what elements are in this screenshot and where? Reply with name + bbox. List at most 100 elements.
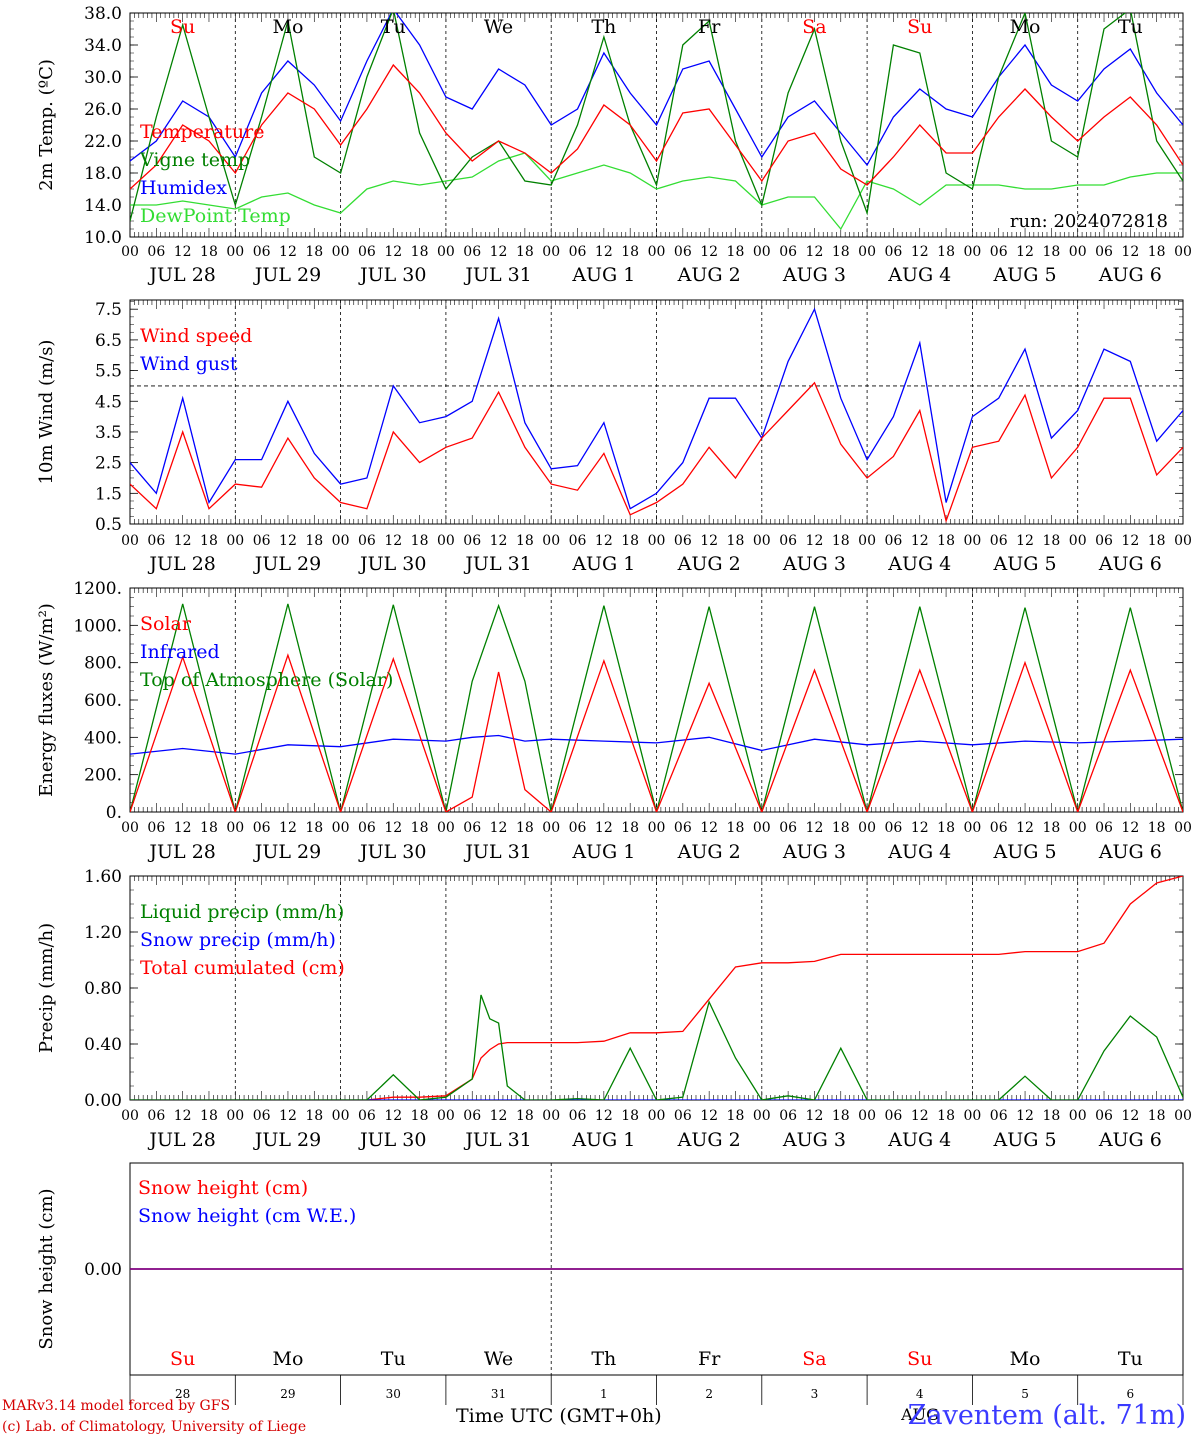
hour-label: 18	[200, 1108, 218, 1124]
hour-label: 12	[1016, 244, 1034, 260]
weekday-label-top: Tu	[1118, 16, 1143, 38]
y-tick-label: 2.5	[95, 454, 122, 474]
weekday-label-top: Tu	[381, 16, 406, 38]
hour-label: 00	[858, 820, 876, 836]
y-tick-label: 1.5	[95, 484, 122, 504]
hour-label: 06	[147, 533, 165, 549]
hour-label: 00	[121, 1108, 139, 1124]
hour-label: 12	[911, 1108, 929, 1124]
hour-label: 00	[437, 244, 455, 260]
hour-label: 06	[358, 1108, 376, 1124]
y-tick-label: 0.40	[84, 1035, 122, 1055]
hour-label: 18	[937, 533, 955, 549]
hour-label: 00	[1069, 1108, 1087, 1124]
hour-label: 06	[1095, 820, 1113, 836]
y-axis-title: Snow height (cm)	[36, 1188, 57, 1349]
hour-label: 00	[858, 1108, 876, 1124]
weekday-label-bottom: Fr	[698, 1348, 721, 1370]
hour-label: 06	[358, 533, 376, 549]
hour-label: 00	[753, 244, 771, 260]
y-tick-label: 5.5	[95, 362, 122, 382]
hour-label: 06	[674, 820, 692, 836]
day-number-label: 30	[386, 1387, 401, 1401]
hour-label: 12	[1121, 1108, 1139, 1124]
hour-label: 06	[1095, 244, 1113, 260]
day-number-label: 3	[811, 1387, 819, 1401]
day-number-label: 31	[491, 1387, 506, 1401]
legend-entry: Humidex	[140, 177, 227, 199]
hour-label: 06	[674, 244, 692, 260]
date-label: JUL 31	[463, 841, 531, 863]
date-label: AUG 1	[571, 553, 635, 575]
hour-label: 00	[226, 244, 244, 260]
hour-label: 00	[963, 533, 981, 549]
hour-label: 00	[858, 533, 876, 549]
model-credit: MARv3.14 model forced by GFS	[2, 1398, 231, 1414]
hour-label: 06	[674, 1108, 692, 1124]
weekday-label-top: Su	[170, 16, 195, 38]
hour-label: 18	[621, 533, 639, 549]
series-line-infrared	[130, 734, 1183, 755]
hour-label: 12	[384, 533, 402, 549]
y-tick-label: 1.20	[84, 923, 122, 943]
day-number-label: 5	[1021, 1387, 1029, 1401]
hour-label: 12	[595, 1108, 613, 1124]
date-label: JUL 30	[358, 553, 426, 575]
hour-label: 12	[490, 533, 508, 549]
hour-label: 06	[1095, 533, 1113, 549]
hour-label: 18	[200, 820, 218, 836]
hour-label: 12	[595, 533, 613, 549]
hour-label: 12	[806, 244, 824, 260]
y-tick-label: 38.0	[84, 4, 122, 24]
date-label: JUL 28	[147, 553, 215, 575]
weekday-label-bottom: Th	[591, 1348, 616, 1370]
hour-label: 18	[1042, 1108, 1060, 1124]
hour-label: 00	[648, 533, 666, 549]
hour-label: 12	[700, 1108, 718, 1124]
overlap-month-label: AUG	[900, 1405, 939, 1424]
hour-label: 18	[727, 1108, 745, 1124]
hour-label: 06	[569, 1108, 587, 1124]
hour-label: 12	[384, 244, 402, 260]
date-label: JUL 28	[147, 1129, 215, 1151]
hour-label: 12	[700, 820, 718, 836]
weekday-label-bottom: We	[484, 1348, 513, 1370]
date-label: AUG 6	[1098, 1129, 1162, 1151]
date-label: AUG 4	[887, 553, 951, 575]
legend-entry: DewPoint Temp	[140, 205, 291, 227]
panel-wind: 0.5 1.5 2.5 3.5 4.5 5.5 6.5 7.5 10m Wind (m/s) Wi…	[36, 299, 1192, 575]
legend-entry: Top of Atmosphere (Solar)	[140, 669, 393, 691]
y-axis-title: Precip (mm/h)	[36, 923, 57, 1053]
hour-label: 18	[1148, 533, 1166, 549]
hour-label: 12	[279, 244, 297, 260]
y-tick-label: 0.00	[84, 1091, 122, 1111]
hour-label: 18	[727, 244, 745, 260]
hour-label: 00	[1174, 820, 1192, 836]
hour-label: 06	[885, 244, 903, 260]
hour-label: 18	[305, 244, 323, 260]
hour-label: 06	[569, 244, 587, 260]
hour-label: 00	[542, 244, 560, 260]
date-label: JUL 31	[463, 264, 531, 286]
hour-label: 18	[1148, 820, 1166, 836]
day-number-label: 28	[175, 1387, 190, 1401]
date-label: JUL 28	[147, 264, 215, 286]
hour-label: 12	[174, 533, 192, 549]
hour-label: 06	[569, 533, 587, 549]
series-line-wind-speed	[130, 381, 1183, 524]
hour-label: 00	[753, 533, 771, 549]
hour-label: 00	[1174, 244, 1192, 260]
hour-label: 06	[990, 533, 1008, 549]
hour-label: 06	[779, 820, 797, 836]
hour-label: 18	[411, 244, 429, 260]
series-line-wind-gust	[130, 307, 1183, 510]
hour-label: 06	[147, 244, 165, 260]
y-tick-label: 14.0	[84, 196, 122, 216]
hour-label: 12	[279, 1108, 297, 1124]
hour-label: 00	[753, 820, 771, 836]
hour-label: 18	[621, 244, 639, 260]
y-tick-label: 3.5	[95, 423, 122, 443]
legend-entry: Total cumulated (cm)	[140, 957, 345, 979]
hour-label: 18	[516, 820, 534, 836]
